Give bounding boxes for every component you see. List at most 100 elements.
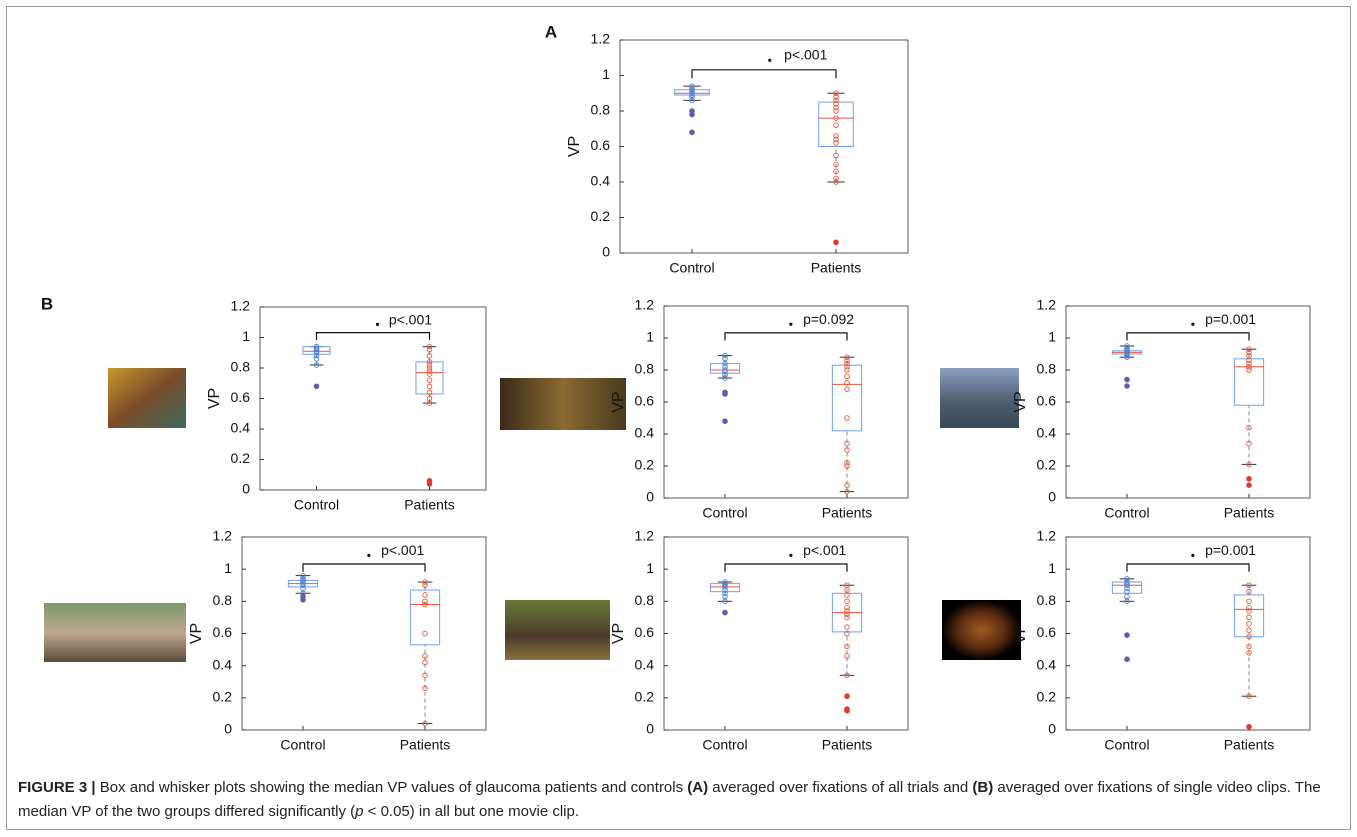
caption-text: (A) xyxy=(687,779,709,796)
figure: A B 0 0.2 0.4 0.6 0.8 1 1.2 VP Control Patients p<… xyxy=(41,22,1311,753)
data-point xyxy=(1124,351,1130,357)
x-tick-label: Control xyxy=(1104,505,1149,521)
y-tick-label: 0.6 xyxy=(1037,624,1057,640)
data-point xyxy=(722,375,728,381)
box xyxy=(1233,594,1265,638)
data-point xyxy=(313,356,320,362)
y-tick-label: 0.8 xyxy=(213,592,233,608)
data-point xyxy=(1124,354,1130,360)
y-tick-label: 0.6 xyxy=(591,137,611,153)
data-point xyxy=(426,346,433,353)
y-tick-label: 0.6 xyxy=(231,389,251,405)
data-point xyxy=(1246,357,1252,364)
data-point xyxy=(722,590,728,597)
outlier xyxy=(1246,482,1252,489)
data-point xyxy=(1246,440,1252,447)
y-tick-label: 0.4 xyxy=(1037,425,1057,441)
data-point xyxy=(1246,621,1252,627)
outlier xyxy=(844,707,850,714)
data-point xyxy=(1246,582,1252,589)
box xyxy=(831,364,863,432)
data-point xyxy=(1246,650,1252,656)
outlier xyxy=(313,383,320,390)
data-point xyxy=(1246,461,1252,468)
data-point xyxy=(833,133,839,139)
data-point xyxy=(1246,346,1252,352)
y-tick-label: 0.2 xyxy=(1037,457,1057,473)
axes-box xyxy=(259,306,487,491)
y-tick-label: 1.2 xyxy=(1037,528,1057,544)
p-value-annotation: p<.001 xyxy=(803,542,846,558)
outlier xyxy=(1246,723,1252,730)
significance-bracket xyxy=(724,332,848,341)
p-value-annotation: p=0.001 xyxy=(1205,311,1256,327)
axes-box xyxy=(663,536,909,731)
significance-dot xyxy=(367,553,371,557)
y-tick-label: 0.6 xyxy=(635,624,655,640)
y-tick-label: 0.2 xyxy=(1037,689,1057,705)
data-point xyxy=(844,447,850,453)
data-point xyxy=(1246,598,1252,605)
data-point xyxy=(689,92,695,98)
data-point xyxy=(422,672,428,679)
significance-dot xyxy=(1191,553,1195,557)
data-point xyxy=(833,175,839,182)
data-point xyxy=(833,179,839,185)
significance-bracket xyxy=(724,563,848,572)
box xyxy=(709,363,741,374)
y-tick-label: 0 xyxy=(602,244,610,260)
y-tick-label: 1.2 xyxy=(635,297,655,313)
video-thumbnail xyxy=(940,368,1019,428)
p-value-annotation: p=0.092 xyxy=(803,311,854,327)
figure-frame xyxy=(6,6,1351,830)
data-point xyxy=(689,97,695,104)
data-point xyxy=(844,360,850,367)
data-point xyxy=(833,97,839,104)
data-point xyxy=(1246,614,1252,621)
data-point xyxy=(722,360,728,367)
x-tick-label: Patients xyxy=(1224,505,1275,521)
outlier xyxy=(722,609,728,616)
data-point xyxy=(833,161,839,167)
x-tick-label: Patients xyxy=(822,737,873,753)
data-point xyxy=(426,389,433,396)
y-tick-label: 0.2 xyxy=(213,689,233,705)
y-tick-label: 0.8 xyxy=(1037,592,1057,608)
data-point xyxy=(1246,643,1252,650)
outlier xyxy=(1124,632,1130,638)
caption-text: (B) xyxy=(972,779,994,796)
data-point xyxy=(1246,364,1252,370)
caption-text: FIGURE 3 | xyxy=(18,779,96,796)
data-point xyxy=(1124,598,1130,605)
data-point xyxy=(722,368,728,375)
data-point xyxy=(833,168,839,175)
y-tick-label: 1.2 xyxy=(231,298,251,314)
data-point xyxy=(689,85,695,91)
caption-text: p xyxy=(355,803,364,820)
data-point xyxy=(313,350,320,356)
data-point xyxy=(722,352,728,359)
data-point xyxy=(844,614,850,621)
data-point xyxy=(1124,582,1130,589)
significance-bracket xyxy=(1126,332,1250,341)
data-point xyxy=(689,94,695,100)
outlier xyxy=(426,481,433,487)
x-tick-label: Control xyxy=(669,260,714,276)
y-tick-label: 0 xyxy=(1048,489,1056,505)
data-point xyxy=(833,101,839,107)
data-point xyxy=(300,579,306,585)
box xyxy=(409,589,441,646)
data-point xyxy=(844,653,850,659)
data-point xyxy=(844,624,850,630)
data-point xyxy=(844,386,850,392)
data-point xyxy=(313,353,320,359)
y-tick-label: 0.6 xyxy=(1037,393,1057,409)
panel-label: B xyxy=(41,294,53,313)
p-value-annotation: p<.001 xyxy=(784,47,827,63)
data-point xyxy=(426,377,433,383)
data-point xyxy=(833,136,839,143)
video-thumbnail xyxy=(44,603,186,662)
y-tick-label: 1 xyxy=(646,329,654,345)
data-point xyxy=(844,598,850,605)
y-axis-label: VP xyxy=(188,623,205,644)
